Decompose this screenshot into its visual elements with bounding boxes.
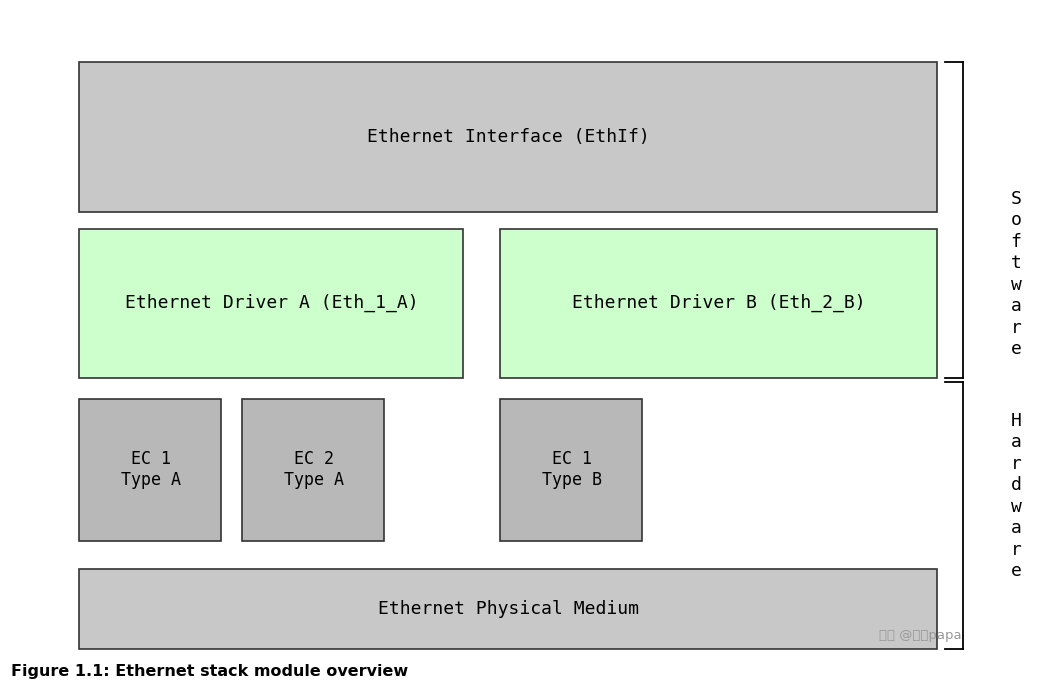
Text: Ethernet Interface (EthIf): Ethernet Interface (EthIf)	[367, 128, 650, 146]
Bar	[79, 62, 937, 212]
Text: Ethernet Driver A (Eth_1_A): Ethernet Driver A (Eth_1_A)	[125, 294, 418, 312]
Text: 知乎 @米多papa: 知乎 @米多papa	[879, 629, 961, 642]
Text: Figure 1.1: Ethernet stack module overview: Figure 1.1: Ethernet stack module overvi…	[11, 663, 408, 679]
Text: EC 1
Type A: EC 1 Type A	[121, 450, 180, 489]
Text: H
a
r
d
w
a
r
e: H a r d w a r e	[1011, 412, 1021, 580]
Bar	[79, 229, 463, 378]
Text: Ethernet Physical Medium: Ethernet Physical Medium	[378, 600, 639, 618]
Bar	[500, 229, 937, 378]
Bar	[500, 399, 642, 541]
Text: S
o
f
t
w
a
r
e: S o f t w a r e	[1011, 190, 1021, 358]
Text: EC 1
Type B: EC 1 Type B	[542, 450, 601, 489]
Bar	[79, 569, 937, 649]
Bar	[79, 399, 221, 541]
Text: EC 2
Type A: EC 2 Type A	[284, 450, 343, 489]
Bar	[242, 399, 384, 541]
Text: Ethernet Driver B (Eth_2_B): Ethernet Driver B (Eth_2_B)	[573, 294, 866, 312]
